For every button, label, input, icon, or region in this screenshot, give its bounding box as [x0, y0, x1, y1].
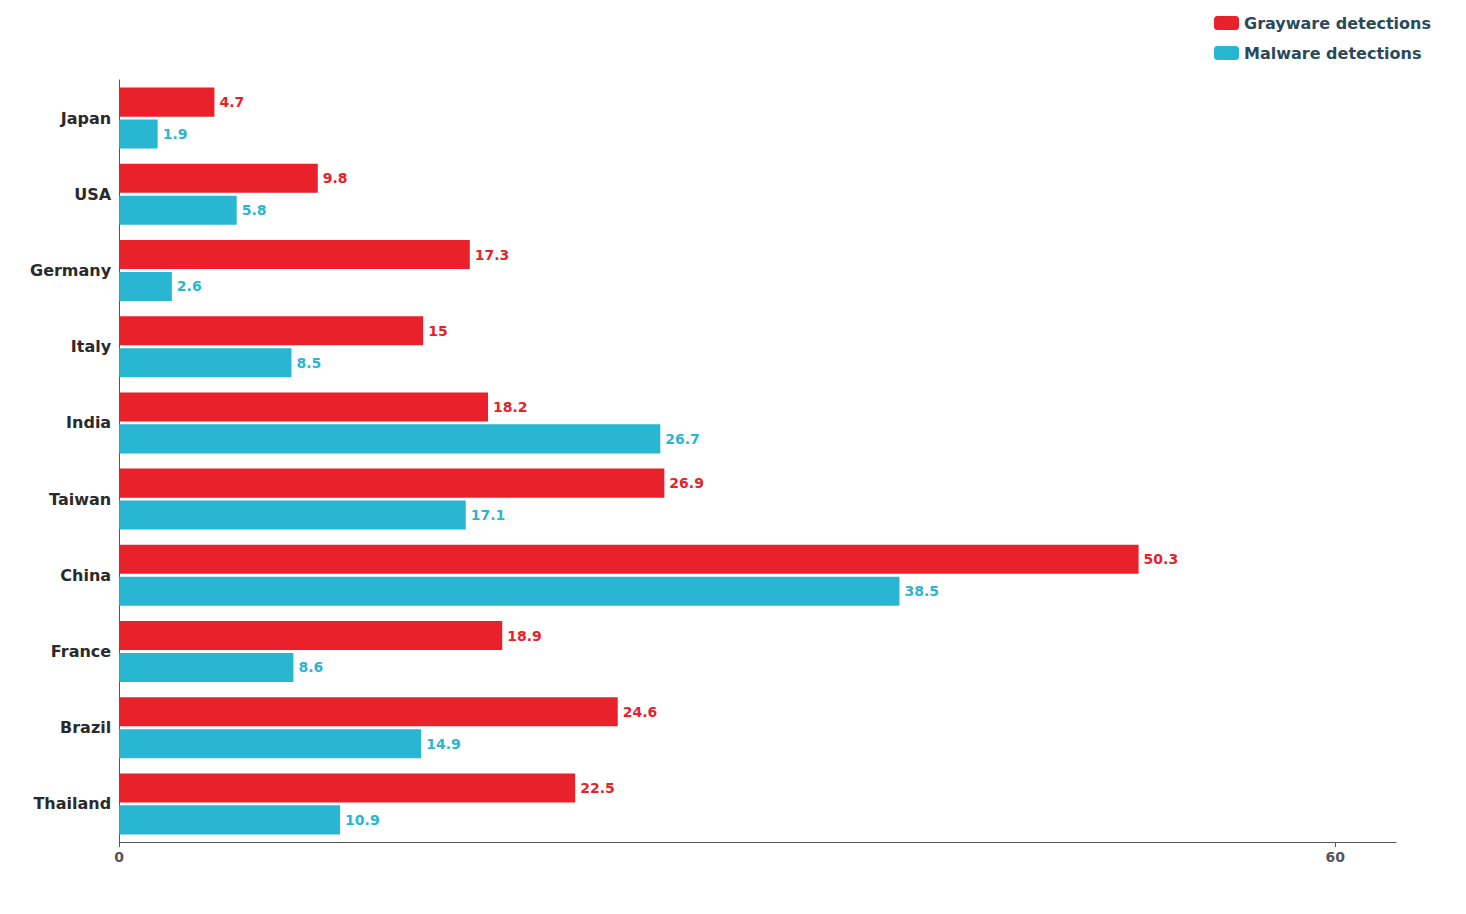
svg-text:Japan: Japan — [60, 109, 111, 128]
svg-text:Malware detections: Malware detections — [1244, 44, 1421, 63]
svg-text:26.9: 26.9 — [669, 475, 704, 491]
svg-text:USA: USA — [74, 185, 112, 204]
svg-text:8.6: 8.6 — [298, 659, 323, 675]
svg-text:Thailand: Thailand — [33, 794, 111, 813]
svg-text:2.6: 2.6 — [177, 278, 202, 294]
svg-text:50.3: 50.3 — [1144, 551, 1179, 567]
svg-text:18.2: 18.2 — [493, 399, 528, 415]
svg-text:France: France — [51, 642, 111, 661]
svg-text:4.7: 4.7 — [219, 94, 244, 110]
svg-text:Grayware detections: Grayware detections — [1244, 14, 1431, 33]
svg-text:17.1: 17.1 — [471, 507, 506, 523]
svg-text:9.8: 9.8 — [323, 170, 348, 186]
svg-text:14.9: 14.9 — [426, 736, 461, 752]
svg-text:17.3: 17.3 — [475, 247, 510, 263]
svg-text:Germany: Germany — [30, 261, 112, 280]
svg-text:Taiwan: Taiwan — [49, 490, 111, 509]
svg-text:China: China — [60, 566, 111, 585]
svg-text:26.7: 26.7 — [665, 431, 700, 447]
svg-text:Italy: Italy — [71, 337, 112, 356]
svg-text:15: 15 — [428, 323, 447, 339]
svg-text:India: India — [66, 413, 111, 432]
svg-text:10.9: 10.9 — [345, 812, 380, 828]
svg-text:22.5: 22.5 — [580, 780, 615, 796]
svg-text:38.5: 38.5 — [904, 583, 939, 599]
svg-text:60: 60 — [1325, 849, 1345, 865]
svg-text:18.9: 18.9 — [507, 628, 542, 644]
svg-text:0: 0 — [114, 849, 124, 865]
svg-text:8.5: 8.5 — [296, 355, 321, 371]
svg-text:5.8: 5.8 — [242, 202, 267, 218]
svg-text:24.6: 24.6 — [623, 704, 658, 720]
svg-text:Brazil: Brazil — [60, 718, 111, 737]
svg-text:1.9: 1.9 — [163, 126, 188, 142]
